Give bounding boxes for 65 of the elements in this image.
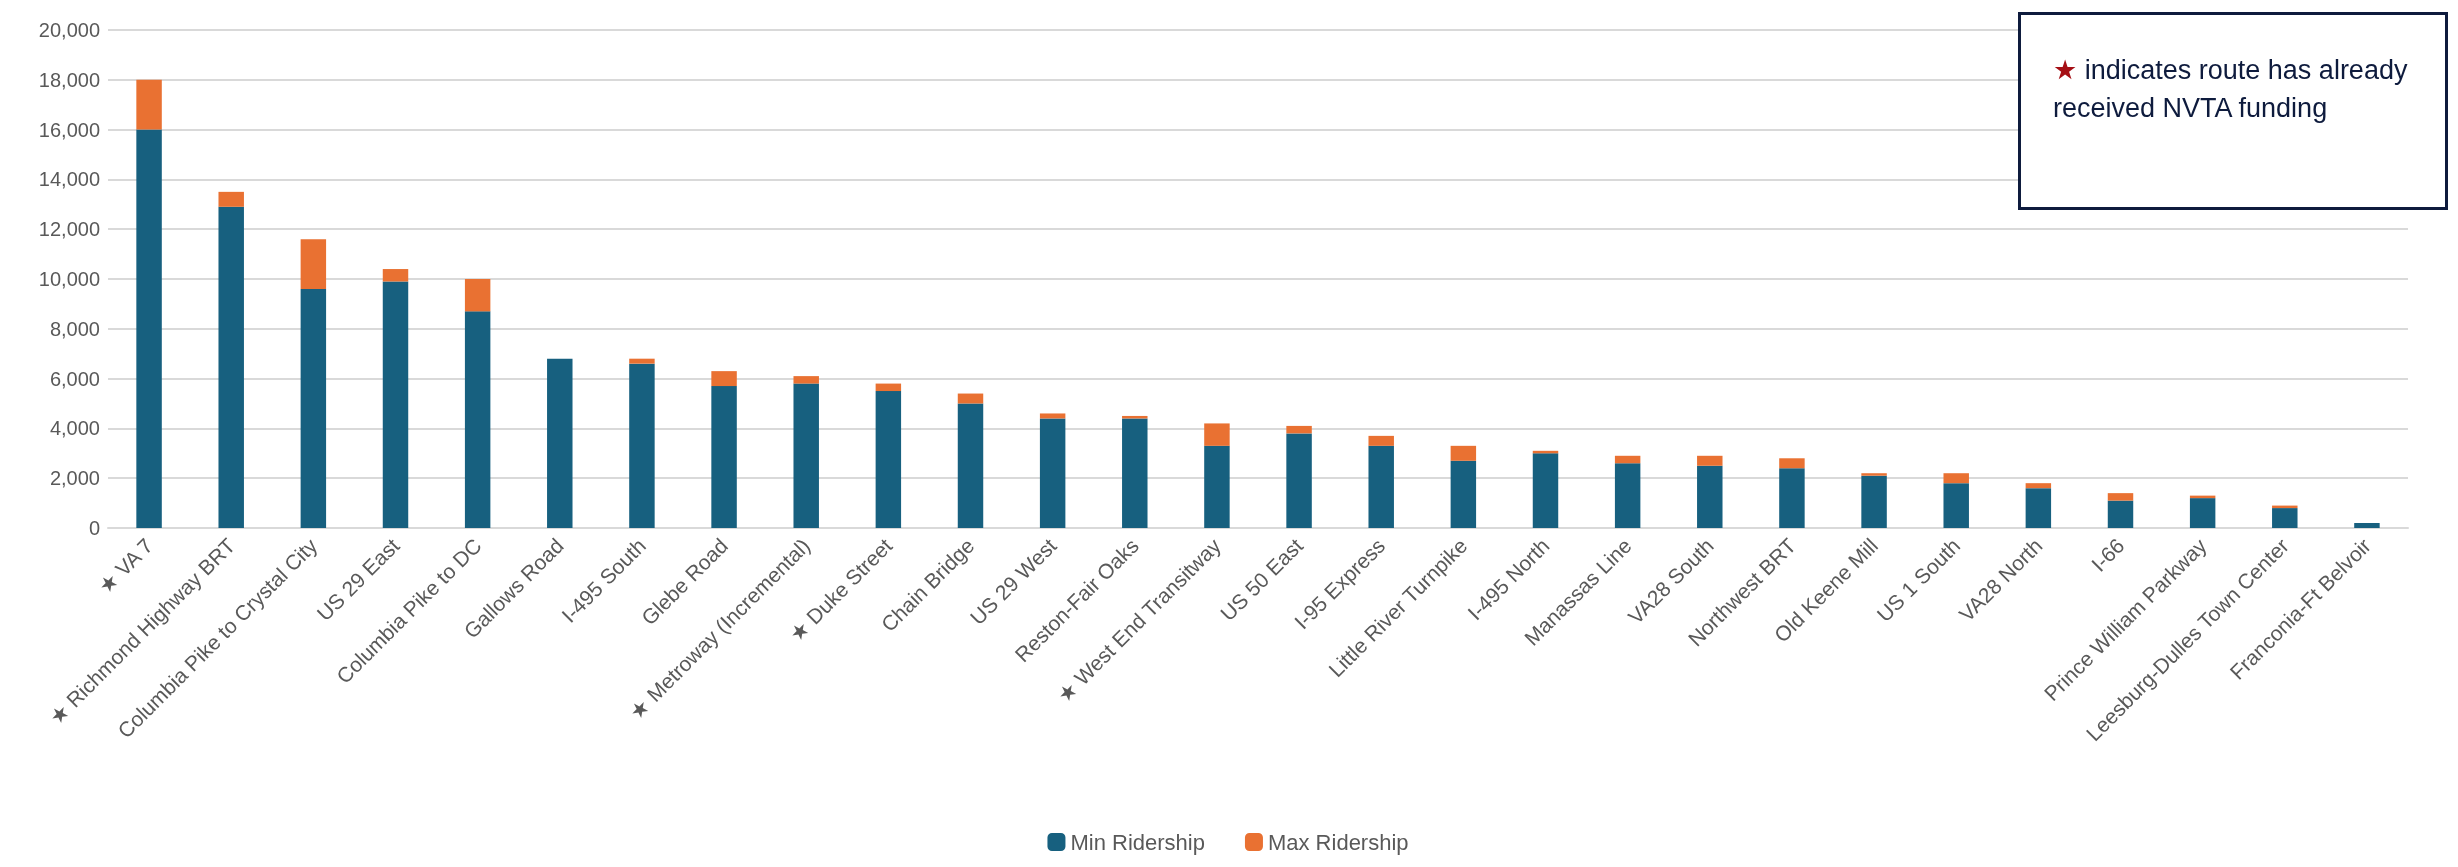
- bar: [1697, 465, 1723, 528]
- legend-label: Min Ridership: [1070, 829, 1205, 855]
- bar: [1286, 433, 1312, 528]
- bar: [547, 358, 573, 528]
- bar: [136, 79, 162, 130]
- y-tick-label: 20,000: [38, 19, 100, 41]
- y-tick-label: 4,000: [49, 417, 100, 440]
- bar: [875, 391, 902, 528]
- bar: [2107, 500, 2134, 528]
- y-tick-label: 10,000: [38, 268, 100, 290]
- bar: [464, 311, 491, 528]
- bar: [2025, 488, 2052, 528]
- bar: [300, 288, 327, 528]
- bar: [1861, 475, 1887, 528]
- bar: [629, 363, 655, 528]
- y-tick-label: 16,000: [38, 118, 100, 141]
- note-box: ★ indicates route has already received NVTA funding: [2018, 12, 2448, 210]
- bar: [1779, 468, 1805, 528]
- y-tick-label: 0: [88, 517, 100, 539]
- bar: [1532, 453, 1559, 528]
- bar: [2354, 523, 2380, 528]
- bar: [218, 191, 244, 207]
- legend-label: Max Ridership: [1267, 829, 1409, 855]
- bar: [1039, 413, 1066, 419]
- bar: [1614, 455, 1641, 464]
- y-tick-label: 18,000: [38, 68, 100, 91]
- y-tick-label: 6,000: [49, 367, 100, 390]
- bar: [2189, 498, 2216, 528]
- bar: [136, 129, 162, 528]
- bar: [957, 403, 984, 528]
- bar: [1943, 483, 1969, 528]
- bar: [1861, 473, 1887, 476]
- bar: [957, 393, 984, 404]
- bar: [1779, 458, 1805, 469]
- bar: [793, 383, 819, 528]
- bar: [300, 239, 327, 289]
- bar: [793, 376, 819, 384]
- bar: [711, 386, 737, 528]
- bar: [875, 383, 902, 392]
- bar: [2025, 483, 2052, 489]
- y-tick-label: 2,000: [49, 467, 100, 490]
- bar: [1943, 473, 1969, 484]
- bar: [382, 269, 409, 282]
- bar: [1450, 445, 1477, 461]
- bar: [464, 279, 491, 312]
- bar: [2272, 508, 2298, 528]
- bar: [1368, 445, 1394, 528]
- bar: [1039, 418, 1066, 528]
- y-tick-label: 8,000: [49, 317, 100, 340]
- bar: [218, 206, 244, 528]
- y-tick-label: 12,000: [38, 218, 100, 241]
- bar: [1450, 460, 1477, 528]
- bar: [1122, 418, 1148, 528]
- bar: [382, 281, 409, 528]
- bar: [1204, 445, 1230, 528]
- bar: [1204, 423, 1230, 446]
- bar: [1286, 425, 1312, 434]
- bar: [629, 358, 655, 364]
- bar: [711, 371, 737, 387]
- bar: [1697, 455, 1723, 466]
- bar: [2107, 493, 2134, 501]
- y-tick-label: 14,000: [38, 168, 100, 191]
- x-tick-label: I-66: [2086, 533, 2129, 576]
- bar: [1614, 463, 1641, 528]
- bar: [1368, 435, 1394, 446]
